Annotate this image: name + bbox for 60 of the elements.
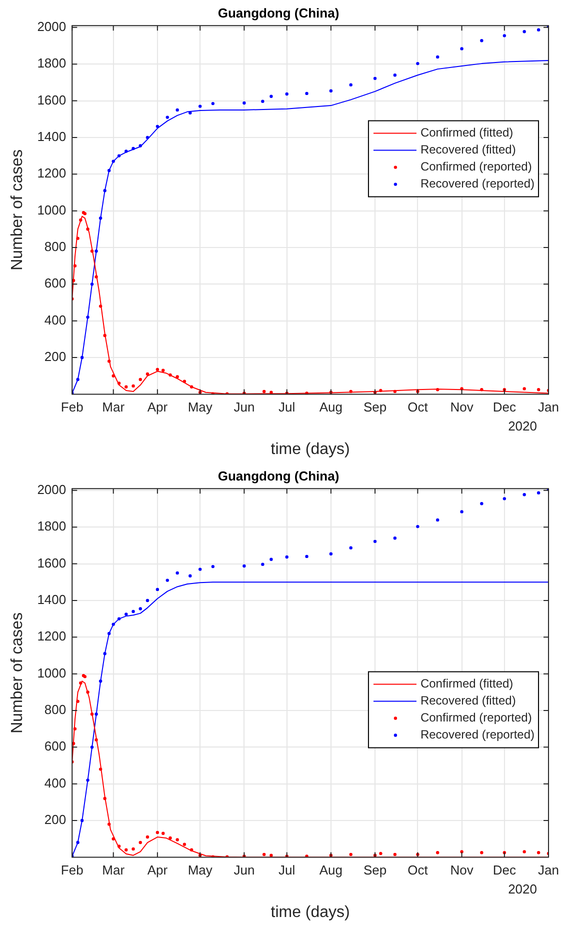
x-tick-label: Dec (492, 862, 516, 878)
y-tick-label: 400 (44, 775, 66, 790)
y-tick-label: 1600 (37, 92, 66, 108)
x-tick-label: Feb (60, 862, 84, 878)
y-tick-label: 2000 (37, 19, 66, 34)
y-tick-label: 800 (44, 702, 66, 718)
legend-label: Confirmed (reported) (420, 160, 532, 174)
y-tick-label: 1400 (37, 592, 66, 608)
x-tick-label: Sep (363, 400, 387, 415)
y-tick-label: 1000 (37, 665, 66, 680)
x-tick-label: Mar (102, 862, 126, 878)
y-tick-label: 600 (44, 276, 66, 291)
y-tick-label: 800 (44, 239, 66, 254)
y-tick-label: 1600 (37, 555, 66, 570)
y-axis-title: Number of cases (9, 149, 26, 270)
x-tick-label: Jan (538, 400, 560, 415)
x-tick-label: Mar (102, 400, 126, 415)
legend-label: Recovered (reported) (420, 728, 535, 742)
x-tick-label: Jun (234, 400, 255, 415)
text: 2020 (508, 881, 537, 896)
x-tick-label: May (188, 400, 213, 415)
chart-title: Guangdong (China) (218, 5, 340, 20)
x-tick-label: Feb (60, 400, 84, 415)
y-tick-label: 1200 (37, 628, 66, 644)
x-tick-label: Apr (147, 862, 168, 878)
y-tick-label: 200 (44, 812, 66, 828)
x-tick-label: Oct (408, 400, 428, 415)
y-tick-label: 1400 (37, 129, 66, 144)
y-tick-label: 1800 (37, 56, 66, 71)
x-tick-label: May (188, 862, 213, 878)
text: 2020 (508, 418, 537, 434)
y-axis-title: Number of cases (9, 612, 26, 734)
x-tick-label: Nov (450, 862, 474, 878)
chart-title: Guangdong (China) (218, 468, 340, 484)
legend-label: Confirmed (fitted) (420, 126, 514, 140)
x-tick-label: Jul (278, 862, 296, 878)
x-axis-title: time (days) (270, 904, 350, 921)
legend-label: Confirmed (fitted) (420, 676, 514, 691)
x-tick-label: Aug (319, 862, 343, 878)
x-tick-label: Jun (234, 862, 255, 878)
x-tick-label: Sep (363, 862, 387, 878)
x-tick-label: Jan (538, 862, 560, 878)
y-tick-label: 600 (44, 738, 66, 754)
y-tick-label: 400 (44, 312, 66, 328)
y-tick-label: 2000 (37, 482, 66, 498)
y-tick-label: 1800 (37, 518, 66, 534)
y-tick-label: 1000 (37, 202, 66, 218)
x-tick-label: Aug (319, 400, 343, 415)
y-tick-label: 200 (44, 349, 66, 364)
x-tick-label: Dec (492, 400, 516, 415)
x-tick-label: Apr (147, 400, 168, 415)
x-axis-title: time (days) (270, 440, 350, 458)
legend-label: Confirmed (reported) (420, 710, 532, 725)
x-tick-label: Nov (450, 400, 474, 415)
x-tick-label: Oct (408, 862, 428, 878)
legend-label: Recovered (reported) (420, 176, 535, 191)
y-tick-label: 1200 (37, 166, 66, 181)
legend-label: Recovered (fitted) (420, 694, 516, 708)
legend-label: Recovered (fitted) (420, 142, 516, 157)
x-tick-label: Jul (278, 400, 296, 415)
